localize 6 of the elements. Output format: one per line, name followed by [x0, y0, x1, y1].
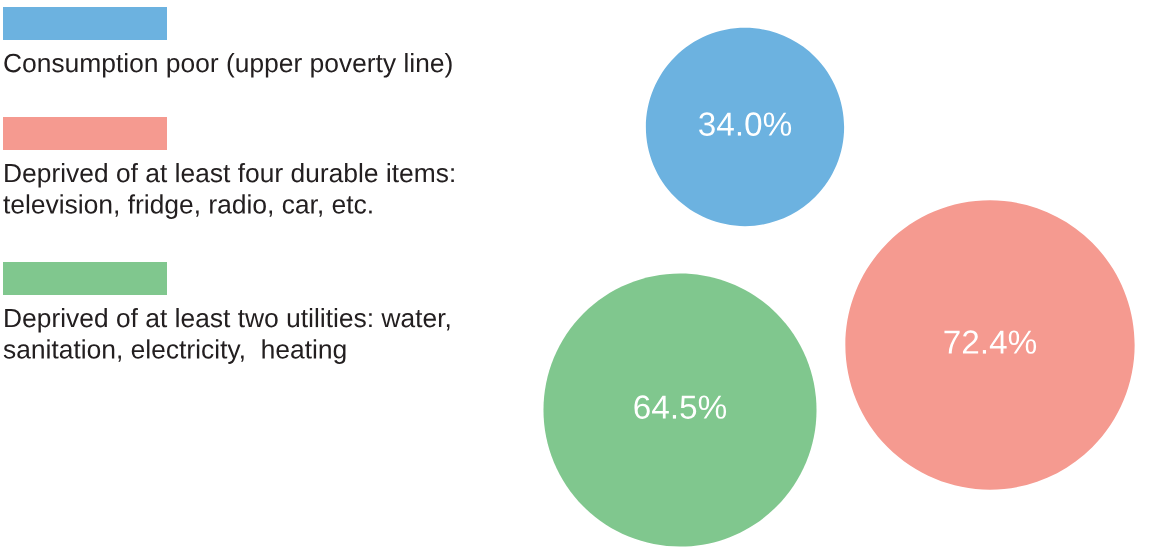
data-label: 64.5%	[634, 395, 727, 419]
data-label: 72.4%	[944, 330, 1037, 354]
category-label: Consumption poor (upper poverty line)	[4, 53, 452, 78]
category-label: Deprived of at least four durable items: television, fridge, radio, car, etc.	[3, 163, 454, 219]
category-label: Deprived of at least two utilities: water, sanitation, electricity, heating	[3, 308, 450, 364]
data-label: 34.0%	[699, 112, 792, 136]
